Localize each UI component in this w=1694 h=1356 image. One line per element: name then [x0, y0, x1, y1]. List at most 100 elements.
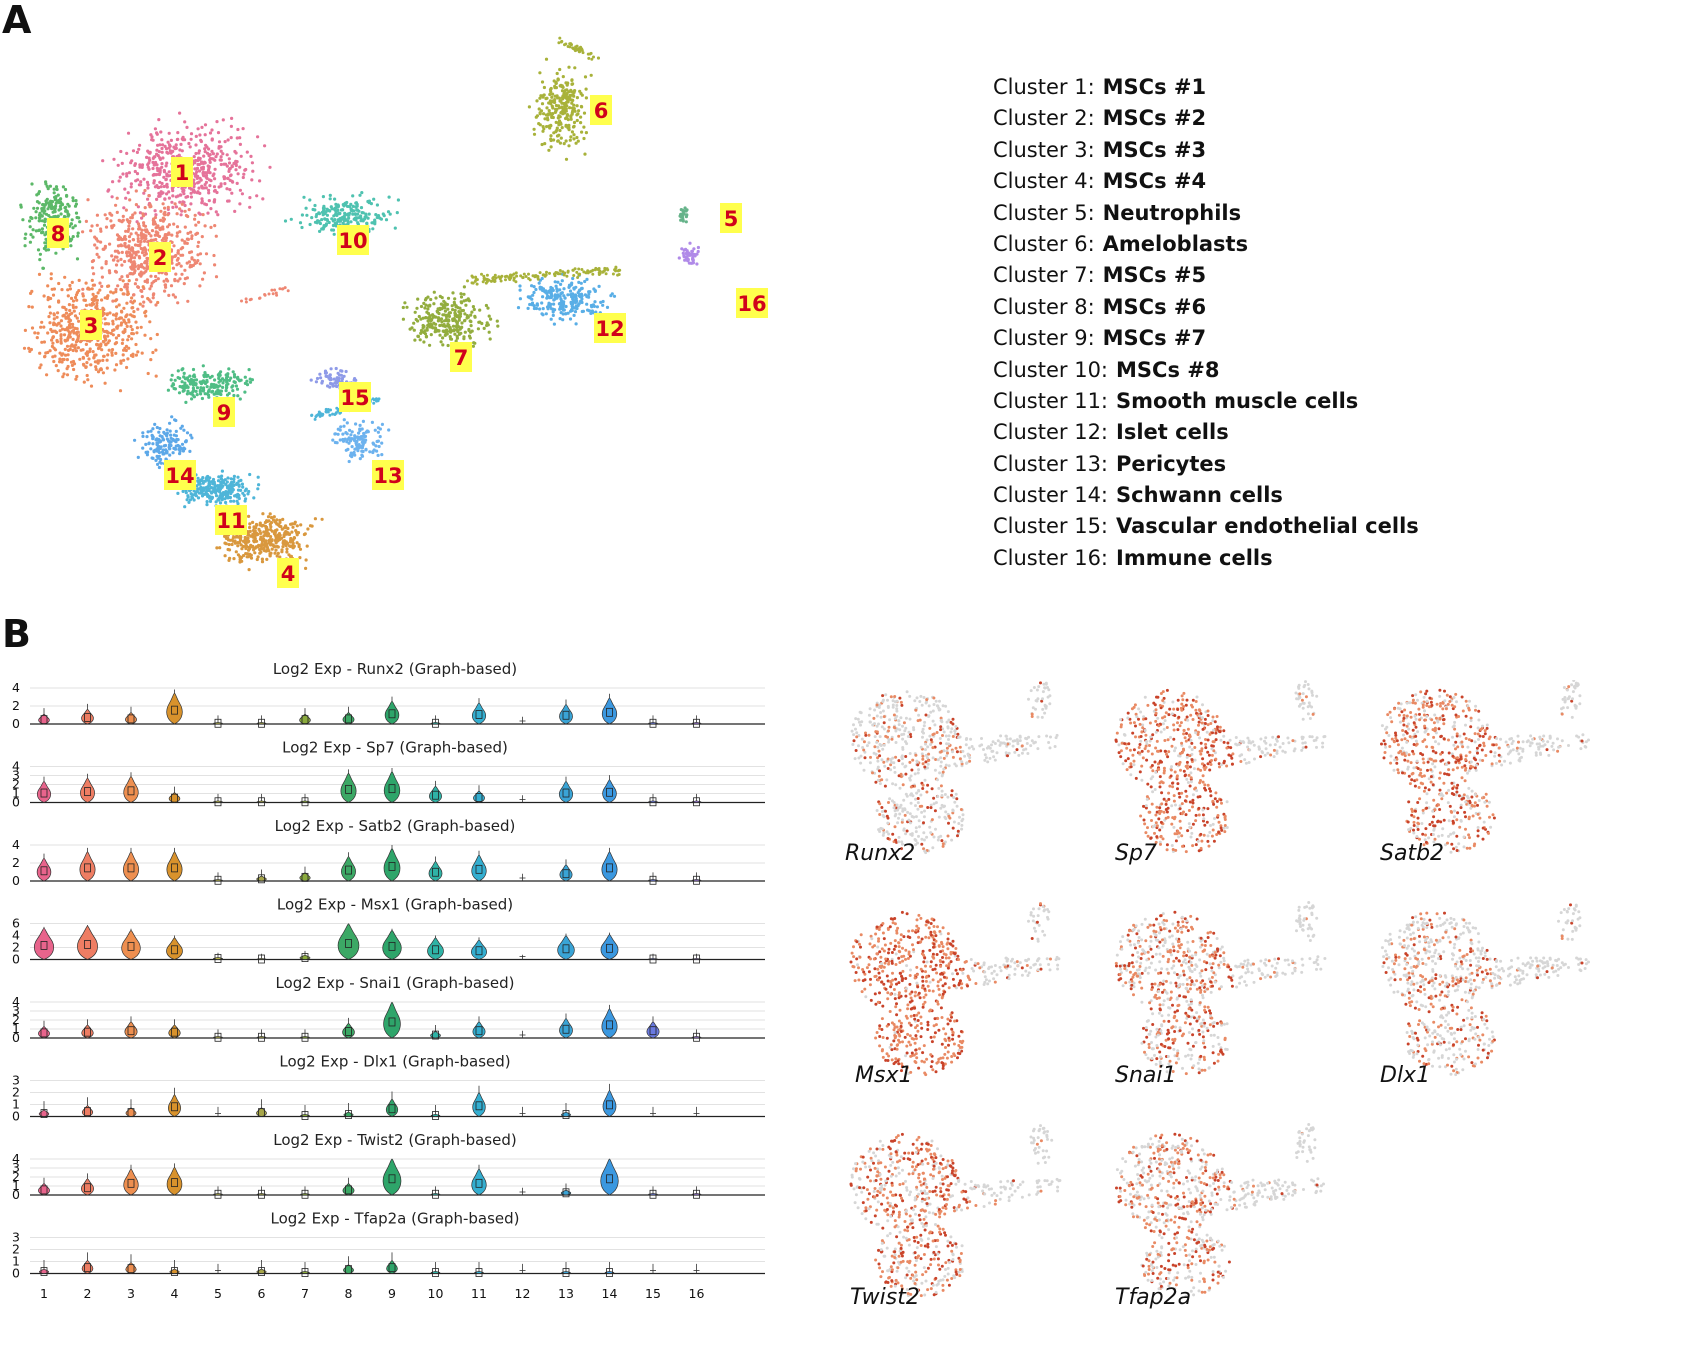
x-tick-label: 8 [345, 1286, 353, 1301]
umap-point [50, 338, 54, 342]
umap-point [207, 494, 211, 498]
umap-point [186, 231, 190, 235]
umap-point [344, 369, 348, 374]
umap-point [572, 103, 576, 107]
umap-point [545, 270, 548, 274]
umap-point [250, 161, 254, 165]
umap-point [232, 373, 237, 377]
violin-shape [691, 1036, 702, 1039]
violin-box [127, 1108, 135, 1118]
umap-point [418, 338, 422, 342]
violin-box [127, 941, 135, 951]
umap-point [574, 322, 578, 326]
umap-point [549, 295, 553, 299]
umap-point [512, 278, 516, 282]
umap-point [126, 245, 131, 249]
umap-point [354, 201, 358, 205]
umap-point [559, 303, 564, 308]
umap-point [195, 261, 199, 265]
violin-box [171, 1178, 178, 1188]
umap-point [504, 278, 507, 282]
violin-panel-title: Log2 Exp - Runx2 (Graph-based) [273, 660, 517, 678]
umap-point [91, 266, 95, 270]
umap-point [46, 248, 51, 252]
umap-point [123, 242, 127, 246]
umap-point [240, 482, 244, 486]
violin-box [345, 939, 352, 948]
umap-point [360, 454, 365, 458]
umap-point [284, 532, 288, 536]
umap-point [81, 294, 85, 298]
umap-point [107, 339, 111, 343]
umap-point [217, 185, 221, 189]
umap-point [104, 225, 109, 229]
violin-box [432, 945, 439, 955]
umap-point [496, 324, 500, 328]
umap-point [96, 361, 100, 365]
umap-point [224, 500, 228, 505]
umap-point [67, 303, 71, 307]
violin-box [345, 1265, 352, 1275]
umap-point [172, 244, 176, 248]
umap-point [342, 218, 346, 222]
umap-point [682, 212, 686, 216]
umap-point [546, 118, 550, 122]
umap-point [154, 274, 158, 279]
umap-point [111, 299, 115, 303]
umap-point [440, 307, 444, 311]
umap-point [158, 143, 162, 147]
umap-point [95, 252, 99, 256]
umap-point [562, 308, 566, 312]
umap-point [337, 212, 341, 216]
umap-point [247, 514, 251, 519]
umap-point [171, 266, 175, 270]
umap-point [121, 172, 125, 176]
umap-point [203, 371, 207, 375]
umap-point [222, 378, 226, 382]
umap-point [170, 373, 174, 377]
umap-point [484, 281, 488, 285]
umap-point [190, 256, 194, 260]
umap-point [117, 251, 121, 255]
umap-point [215, 120, 219, 124]
umap-point [594, 310, 598, 314]
umap-point [118, 277, 122, 281]
umap-point [522, 272, 526, 276]
umap-point [549, 145, 553, 149]
umap-point [156, 277, 160, 281]
umap-point [350, 445, 354, 449]
feature-point [901, 783, 905, 787]
umap-point [42, 223, 47, 227]
umap-point [184, 491, 188, 495]
violin-shape [471, 939, 487, 960]
umap-point [23, 328, 27, 332]
umap-point [372, 197, 376, 201]
umap-point [58, 200, 63, 204]
umap-point [157, 150, 161, 154]
umap-point [270, 529, 274, 533]
umap-point [266, 515, 271, 519]
umap-point [40, 320, 44, 324]
umap-point [160, 138, 164, 142]
umap-point [548, 271, 551, 275]
umap-point [140, 163, 145, 167]
umap-point [260, 560, 265, 564]
violin-shape [36, 857, 52, 882]
umap-point [226, 372, 230, 376]
umap-point [364, 447, 368, 451]
umap-point [577, 280, 581, 284]
umap-point [480, 272, 483, 276]
umap-point [451, 317, 455, 321]
umap-point [190, 236, 194, 241]
legend-row: Cluster 14: Schwann cells [993, 483, 1283, 508]
umap-point [163, 197, 167, 201]
violin-shape [340, 772, 357, 803]
umap-point [125, 365, 129, 370]
y-tick-label: 0 [12, 1266, 20, 1281]
umap-point [186, 299, 190, 303]
umap-point [680, 208, 685, 212]
umap-point [431, 313, 435, 317]
umap-point [47, 315, 51, 319]
umap-point [118, 175, 122, 179]
umap-point [107, 348, 111, 352]
